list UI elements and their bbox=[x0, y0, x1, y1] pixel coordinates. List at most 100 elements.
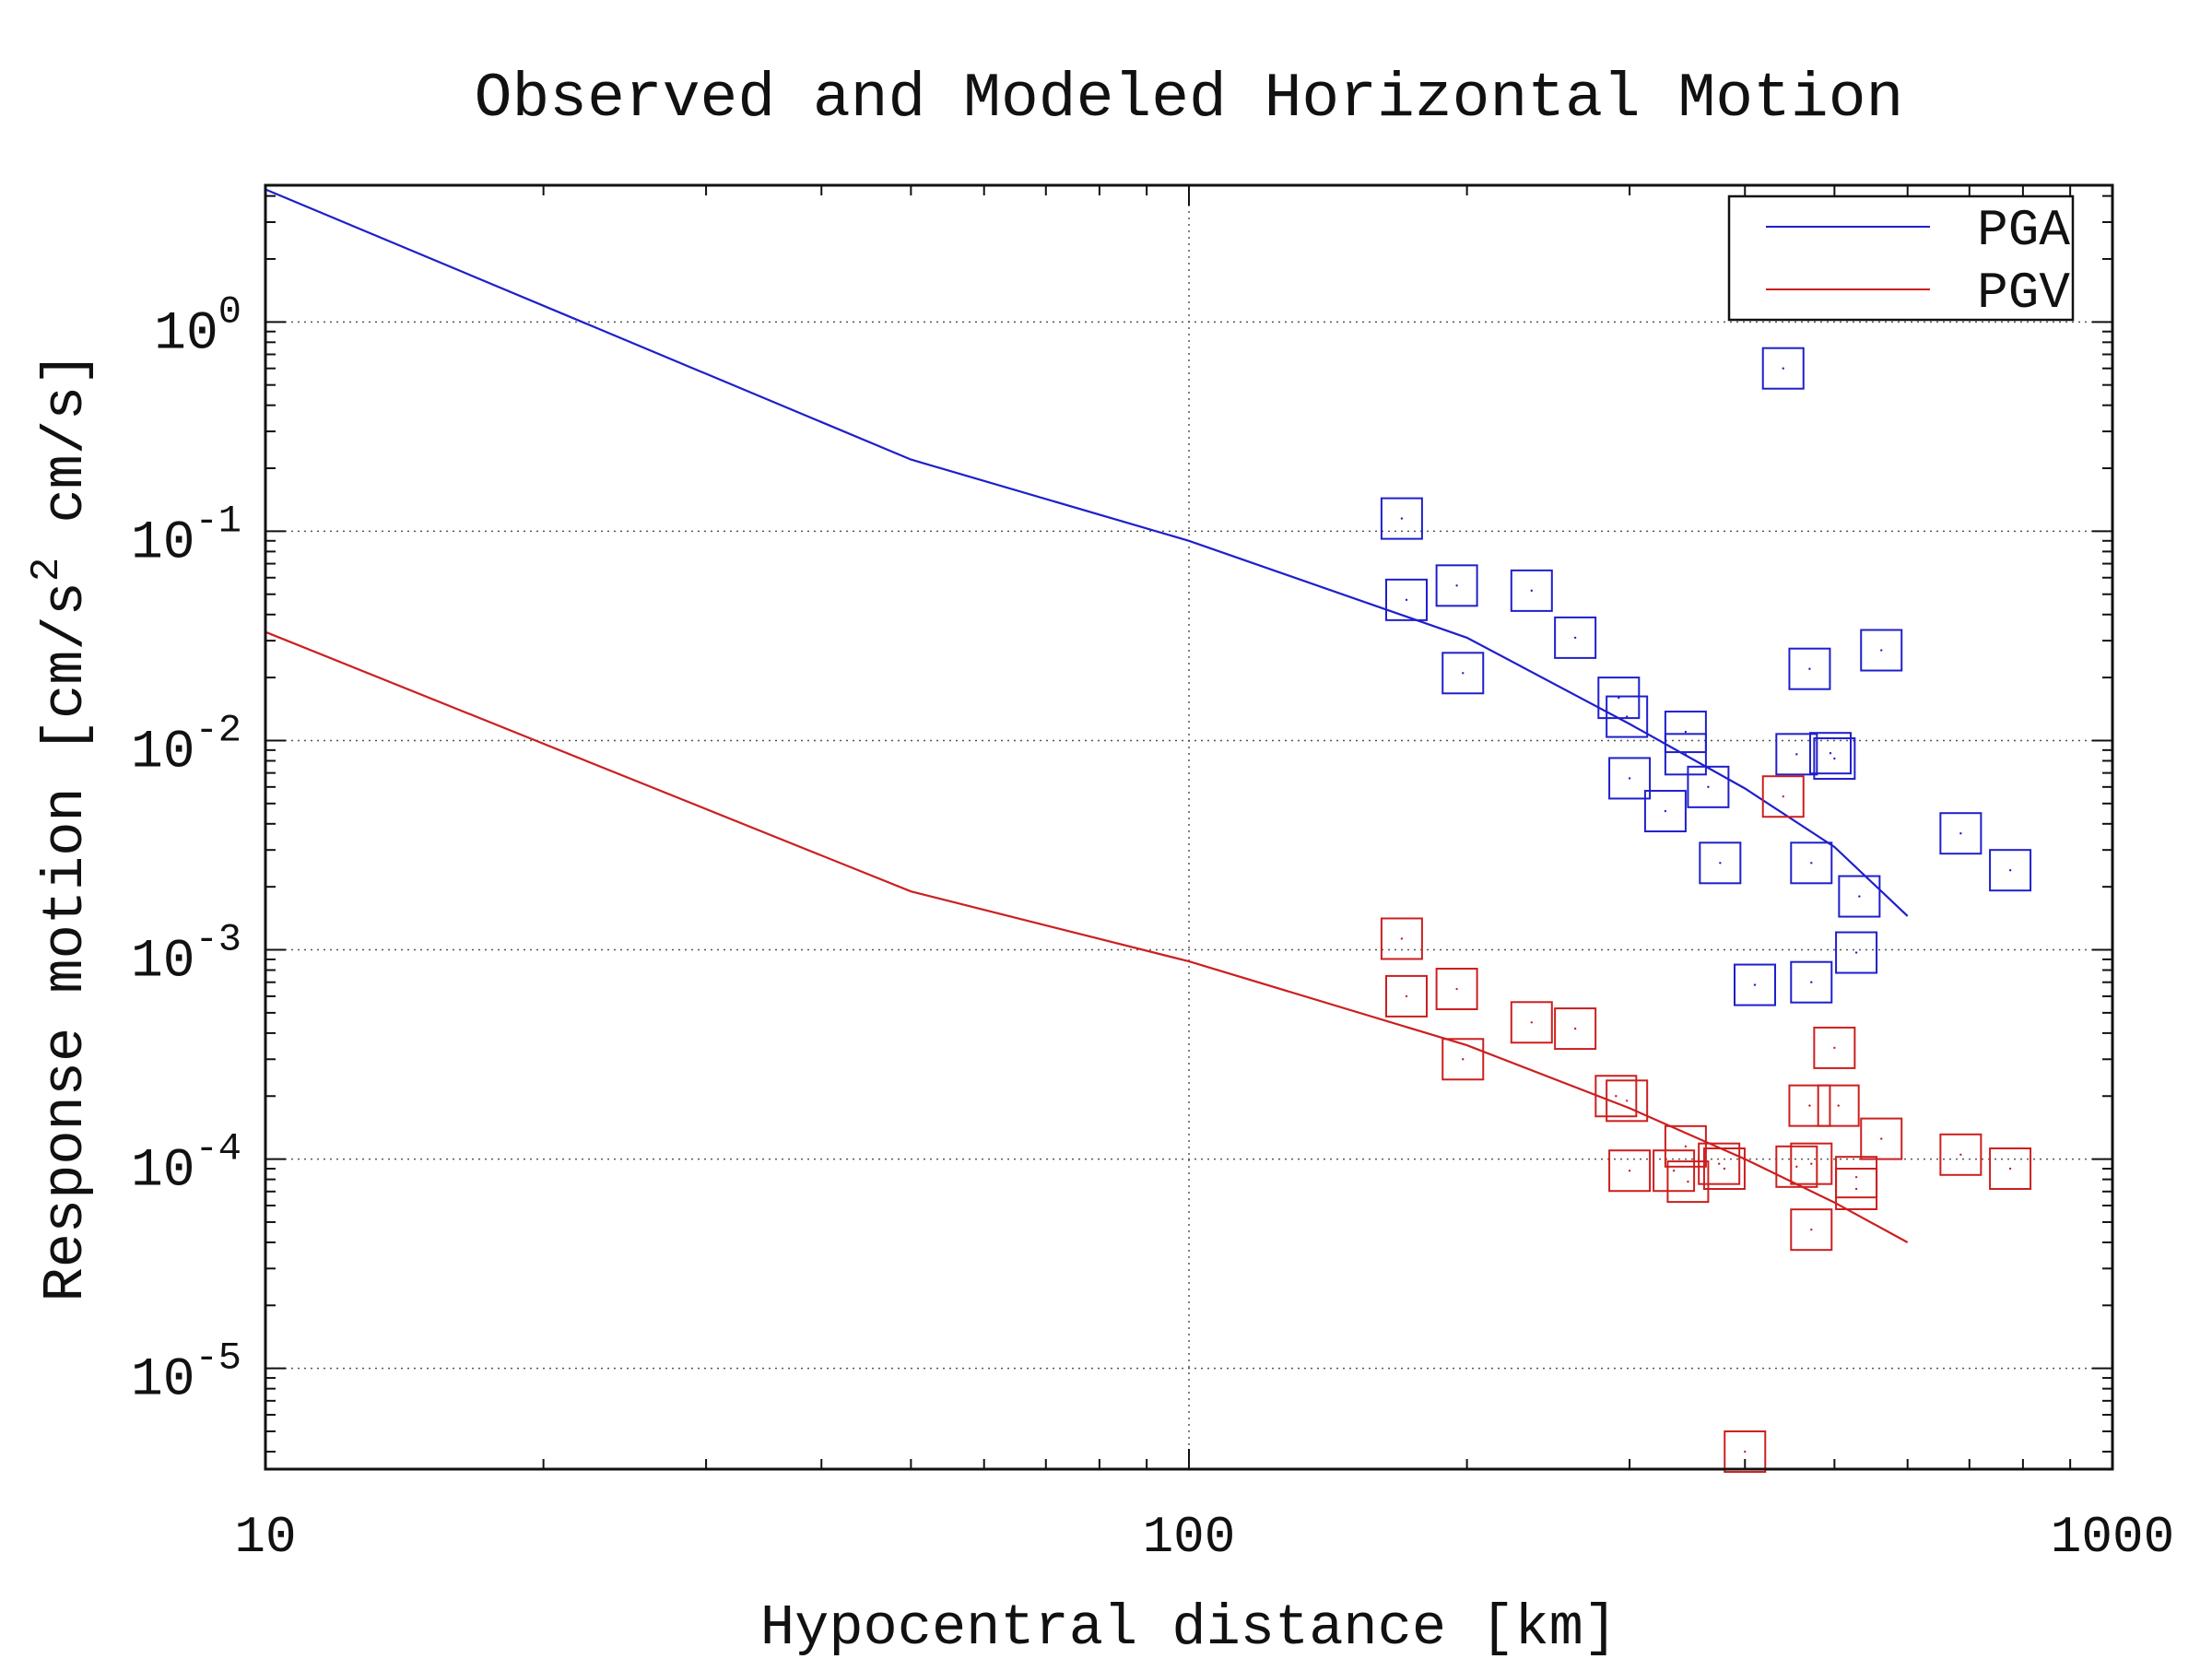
marker-dot bbox=[1858, 895, 1861, 898]
marker-dot bbox=[1664, 809, 1667, 813]
pga-observed-marker bbox=[1790, 960, 1833, 1004]
y-tick-label-base: 10 bbox=[131, 1351, 195, 1411]
marker-dot bbox=[1782, 795, 1784, 798]
legend-label-pga: PGA bbox=[1977, 201, 2070, 260]
y-axis-label: Response motion [cm/s2 cm/s] bbox=[24, 352, 99, 1302]
marker-dot bbox=[1810, 1228, 1813, 1231]
marker-square bbox=[1608, 757, 1652, 800]
y-tick-label: 10-2 bbox=[131, 708, 241, 782]
pgv-observed-marker bbox=[1835, 1156, 1878, 1199]
marker-dot bbox=[1880, 649, 1883, 652]
y-axis-label-suffix: cm/s] bbox=[33, 352, 99, 558]
pgv-observed-marker bbox=[1606, 1079, 1649, 1123]
marker-dot bbox=[1810, 981, 1813, 983]
pgv-observed-marker bbox=[1666, 1160, 1710, 1204]
marker-dot bbox=[1684, 730, 1688, 734]
y-tick-label-exponent: 0 bbox=[218, 289, 241, 334]
pga-observed-marker bbox=[1643, 790, 1687, 833]
marker-dot bbox=[1530, 1021, 1534, 1024]
pgv-observed-marker bbox=[1702, 1147, 1746, 1190]
y-tick-label-base: 10 bbox=[131, 513, 195, 573]
pgv-observed-marker bbox=[1817, 1084, 1860, 1127]
pgv-observed-marker bbox=[1790, 1142, 1833, 1185]
marker-dot bbox=[1615, 1095, 1618, 1098]
pgv-observed-marker bbox=[1860, 1117, 1903, 1160]
y-tick-label-exponent: -4 bbox=[195, 1127, 241, 1171]
marker-square bbox=[1761, 775, 1805, 818]
marker-square bbox=[1761, 347, 1805, 390]
marker-square bbox=[1813, 737, 1856, 781]
pgv-observed-marker bbox=[1380, 917, 1423, 960]
pgv-observed-marker bbox=[1761, 775, 1805, 818]
marker-square bbox=[1594, 1075, 1638, 1118]
marker-dot bbox=[1462, 672, 1465, 675]
marker-dot bbox=[1810, 862, 1813, 865]
marker-dot bbox=[1719, 862, 1722, 865]
marker-square bbox=[1384, 578, 1428, 621]
marker-dot bbox=[1744, 1450, 1747, 1453]
pga-observed-marker bbox=[1664, 711, 1707, 754]
marker-square bbox=[1554, 616, 1597, 659]
marker-square bbox=[1838, 875, 1881, 918]
marker-dot bbox=[1405, 994, 1408, 998]
marker-square bbox=[1608, 1149, 1652, 1193]
marker-square bbox=[1664, 711, 1707, 754]
marker-dot bbox=[1808, 1104, 1811, 1107]
pgv-observed-marker bbox=[1664, 1124, 1707, 1168]
marker-dot bbox=[2008, 868, 2012, 872]
pga-observed-marker bbox=[1441, 652, 1485, 695]
marker-dot bbox=[1455, 584, 1458, 587]
pga-observed-marker bbox=[1384, 578, 1428, 621]
marker-dot bbox=[1625, 715, 1629, 718]
pgv-observed-marker bbox=[1698, 1142, 1741, 1185]
y-axis-label-superscript: 2 bbox=[24, 558, 70, 582]
marker-dot bbox=[1833, 1046, 1836, 1050]
marker-square bbox=[1835, 931, 1878, 974]
marker-square bbox=[1441, 652, 1485, 695]
pgv-observed-marker bbox=[1835, 1167, 1878, 1210]
marker-square bbox=[1643, 790, 1687, 833]
marker-square bbox=[1860, 1117, 1903, 1160]
marker-dot bbox=[1573, 1027, 1577, 1030]
model-line-pgv bbox=[265, 630, 1909, 1243]
marker-square bbox=[1597, 677, 1641, 720]
y-axis-label-prefix: Response motion [cm/s bbox=[33, 582, 99, 1301]
pgv-observed-marker bbox=[1989, 1147, 2032, 1190]
pga-observed-marker bbox=[1554, 616, 1597, 659]
y-tick-label-base: 10 bbox=[131, 1142, 195, 1202]
marker-square bbox=[1788, 647, 1831, 690]
marker-dot bbox=[1959, 832, 1962, 835]
marker-dot bbox=[1462, 1058, 1465, 1061]
pga-observed-marker bbox=[1606, 695, 1649, 738]
marker-square bbox=[1664, 733, 1707, 776]
pgv-observed-marker bbox=[1441, 1038, 1485, 1081]
marker-square bbox=[1817, 1084, 1860, 1127]
y-tick-label: 100 bbox=[154, 289, 241, 364]
marker-square bbox=[1435, 968, 1478, 1011]
marker-dot bbox=[1707, 785, 1710, 789]
marker-square bbox=[1790, 1142, 1833, 1185]
marker-square bbox=[1510, 569, 1553, 612]
marker-square bbox=[1790, 1208, 1833, 1252]
y-tick-label-base: 10 bbox=[154, 304, 218, 364]
legend-box bbox=[1727, 194, 2075, 322]
pgv-observed-marker bbox=[1608, 1149, 1652, 1193]
pgv-observed-marker bbox=[1384, 974, 1428, 1018]
pga-observed-marker bbox=[1761, 347, 1805, 390]
marker-square bbox=[1606, 695, 1649, 738]
marker-square bbox=[1989, 849, 2032, 892]
pga-observed-marker bbox=[1664, 733, 1707, 776]
marker-dot bbox=[1782, 367, 1784, 370]
y-tick-label-exponent: -3 bbox=[195, 918, 241, 962]
marker-dot bbox=[1959, 1153, 1962, 1156]
marker-dot bbox=[1455, 987, 1458, 991]
marker-square bbox=[1939, 1133, 1983, 1176]
marker-dot bbox=[1854, 1187, 1858, 1191]
marker-square bbox=[1808, 732, 1852, 775]
marker-square bbox=[1734, 963, 1777, 1006]
marker-dot bbox=[2008, 1167, 2012, 1171]
model-line-pga bbox=[265, 188, 1909, 917]
marker-dot bbox=[1753, 983, 1757, 986]
